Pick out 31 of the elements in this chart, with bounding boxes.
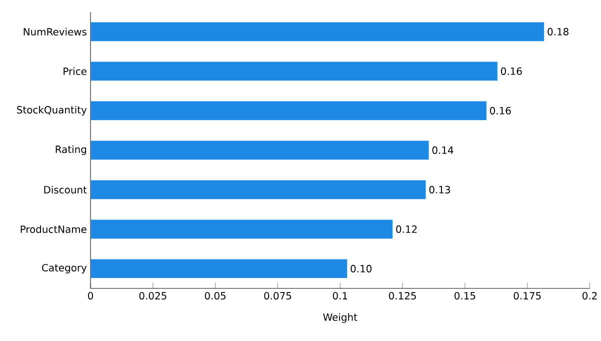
x-tick-label: 0.025 bbox=[139, 292, 166, 300]
bar bbox=[90, 140, 429, 160]
bar bbox=[90, 180, 426, 200]
y-tick-label: Rating bbox=[56, 145, 86, 155]
data-label: 0.13 bbox=[429, 186, 450, 194]
bar bbox=[90, 259, 348, 278]
bar bbox=[90, 220, 393, 239]
x-tick-label: 0.125 bbox=[388, 292, 416, 300]
y-tick-label: StockQuantity bbox=[17, 106, 87, 116]
x-tick-label: 0.075 bbox=[264, 292, 292, 300]
x-tick-label: 0.05 bbox=[204, 292, 226, 300]
data-label: 0.14 bbox=[432, 146, 454, 154]
data-label: 0.16 bbox=[500, 67, 522, 75]
x-tick-label: 0.175 bbox=[514, 292, 541, 300]
y-tick-label: Category bbox=[42, 264, 87, 274]
data-label: 0.10 bbox=[350, 264, 372, 272]
x-axis-title: Weight bbox=[323, 313, 358, 323]
bar bbox=[90, 101, 486, 120]
x-tick-label: 0 bbox=[88, 292, 94, 300]
data-label: 0.12 bbox=[396, 225, 417, 233]
y-tick-label: ProductName bbox=[20, 225, 86, 233]
data-label: 0.18 bbox=[548, 28, 568, 36]
x-tick-label: 0.15 bbox=[454, 292, 476, 300]
y-tick-label: Price bbox=[64, 67, 86, 75]
y-tick-label: NumReviews bbox=[24, 28, 86, 36]
x-tick-label: 0.2 bbox=[582, 292, 597, 300]
data-label: 0.16 bbox=[490, 106, 511, 114]
x-tick-label: 0.1 bbox=[332, 292, 348, 300]
bar bbox=[90, 62, 498, 81]
y-tick-label: Discount bbox=[44, 186, 87, 194]
bar bbox=[90, 22, 544, 42]
